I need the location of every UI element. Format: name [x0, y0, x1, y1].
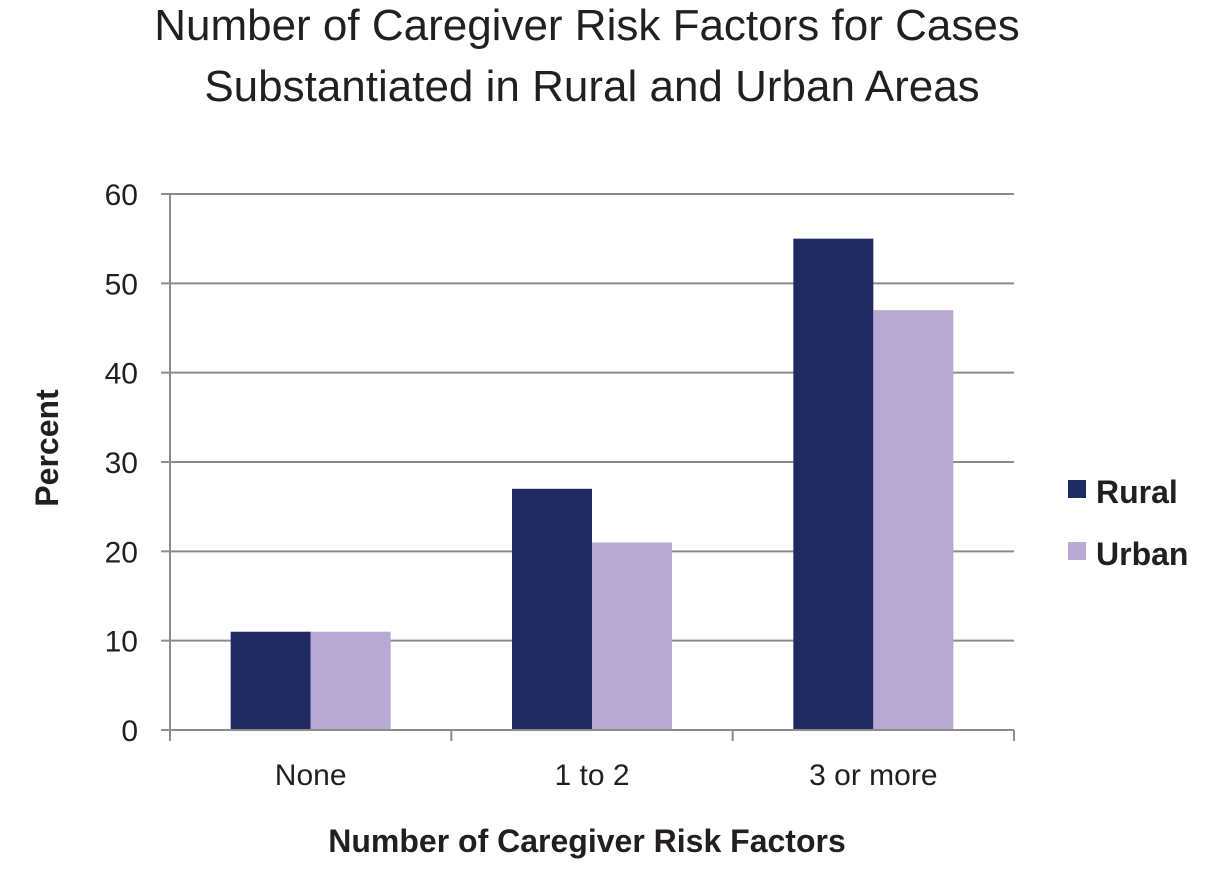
x-axis-title: Number of Caregiver Risk Factors: [328, 823, 846, 859]
x-tick-label: 1 to 2: [554, 759, 629, 792]
y-tick-label: 0: [121, 715, 138, 748]
y-tick-label: 50: [105, 268, 138, 301]
y-tick-label: 60: [105, 179, 138, 212]
legend-label-urban: Urban: [1096, 536, 1188, 572]
bar-urban-1-to-2: [592, 542, 672, 730]
y-tick-label: 20: [105, 536, 138, 569]
y-axis-title: Percent: [29, 389, 65, 507]
legend-label-rural: Rural: [1096, 474, 1178, 510]
legend-swatch-rural: [1068, 480, 1086, 498]
bar-rural-none: [230, 631, 311, 730]
bar-urban-none: [310, 631, 391, 730]
x-tick-label: 3 or more: [809, 759, 937, 792]
y-tick-label: 30: [105, 447, 138, 480]
x-tick-label: None: [275, 759, 347, 792]
legend: Rural Urban: [1068, 474, 1188, 572]
chart-title-line-2: Substantiated in Rural and Urban Areas: [204, 62, 979, 111]
bars: [230, 238, 954, 730]
y-tick-label: 40: [105, 358, 138, 391]
legend-swatch-urban: [1068, 542, 1086, 560]
y-tick-label: 10: [105, 626, 138, 659]
chart-title-line-1: Number of Caregiver Risk Factors for Cas…: [154, 1, 1020, 50]
bar-rural-3-or-more: [793, 238, 874, 730]
bar-rural-1-to-2: [512, 488, 592, 730]
bar-urban-3-or-more: [873, 310, 954, 730]
axes: 0 10 20 30 40 50 60 None 1 to 2 3 or more: [105, 179, 1015, 792]
